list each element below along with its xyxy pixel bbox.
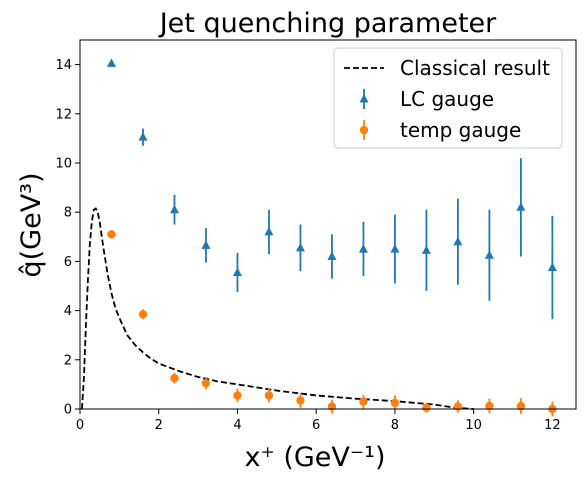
- data-point: [169, 204, 179, 214]
- data-point: [170, 374, 179, 383]
- series-lc-gauge: [106, 58, 557, 320]
- x-tick-label: 10: [465, 418, 482, 433]
- data-point: [390, 398, 400, 408]
- x-tick-label: 0: [76, 418, 84, 433]
- y-tick-label: 10: [55, 157, 72, 172]
- legend-item: temp gauge: [359, 118, 521, 142]
- y-tick-label: 2: [64, 353, 72, 368]
- x-tick-label: 12: [544, 418, 561, 433]
- data-point: [358, 244, 368, 253]
- data-point: [484, 250, 494, 259]
- data-point: [359, 397, 368, 406]
- data-point: [421, 245, 431, 254]
- plot-area: [81, 58, 557, 417]
- y-tick-label: 8: [64, 206, 72, 221]
- data-point: [422, 403, 431, 412]
- x-tick-label: 2: [155, 418, 163, 433]
- data-point: [138, 310, 148, 319]
- data-point: [547, 262, 557, 272]
- legend-item: LC gauge: [359, 87, 494, 111]
- series-classical-result: [81, 207, 474, 410]
- data-point: [390, 244, 400, 253]
- data-point: [327, 251, 337, 260]
- data-point: [516, 202, 526, 211]
- legend: Classical result LC gauge temp gauge: [333, 47, 563, 149]
- classical-result-line: [81, 207, 474, 410]
- data-point: [295, 242, 305, 252]
- data-point: [296, 396, 305, 405]
- legend-marker: [359, 125, 369, 135]
- data-point: [107, 230, 116, 239]
- x-axis-label: x⁺ (GeV⁻¹): [245, 442, 386, 473]
- data-point: [264, 391, 274, 400]
- data-point: [201, 378, 211, 388]
- data-point: [106, 58, 116, 67]
- data-point: [201, 240, 211, 249]
- chart-title: Jet quenching parameter: [158, 8, 497, 39]
- y-tick-label: 12: [55, 107, 72, 122]
- data-point: [453, 236, 463, 246]
- y-tick-label: 4: [64, 304, 72, 319]
- y-tick-label: 14: [55, 58, 72, 73]
- x-tick-label: 8: [391, 418, 399, 433]
- legend-marker: [359, 94, 369, 103]
- x-axis-ticks: 0 2 4 6 8 10 12: [76, 409, 561, 433]
- data-point: [138, 132, 148, 141]
- data-point: [516, 401, 526, 411]
- y-tick-label: 6: [64, 255, 72, 270]
- x-tick-label: 4: [233, 418, 241, 433]
- legend-label: LC gauge: [400, 87, 494, 111]
- data-point: [264, 226, 274, 236]
- legend-box: [333, 47, 563, 149]
- y-axis-label: q̂(GeV³): [16, 172, 47, 277]
- legend-item: Classical result: [344, 56, 550, 80]
- axes-frame: [79, 39, 577, 410]
- data-point: [232, 267, 242, 276]
- data-point: [485, 401, 494, 411]
- legend-label: Classical result: [400, 56, 550, 80]
- y-axis-ticks: 0 2 4 6 8 10 12 14: [55, 58, 80, 418]
- x-tick-label: 6: [312, 418, 320, 433]
- y-tick-label: 0: [64, 403, 72, 418]
- legend-label: temp gauge: [400, 118, 521, 142]
- data-point: [233, 391, 242, 400]
